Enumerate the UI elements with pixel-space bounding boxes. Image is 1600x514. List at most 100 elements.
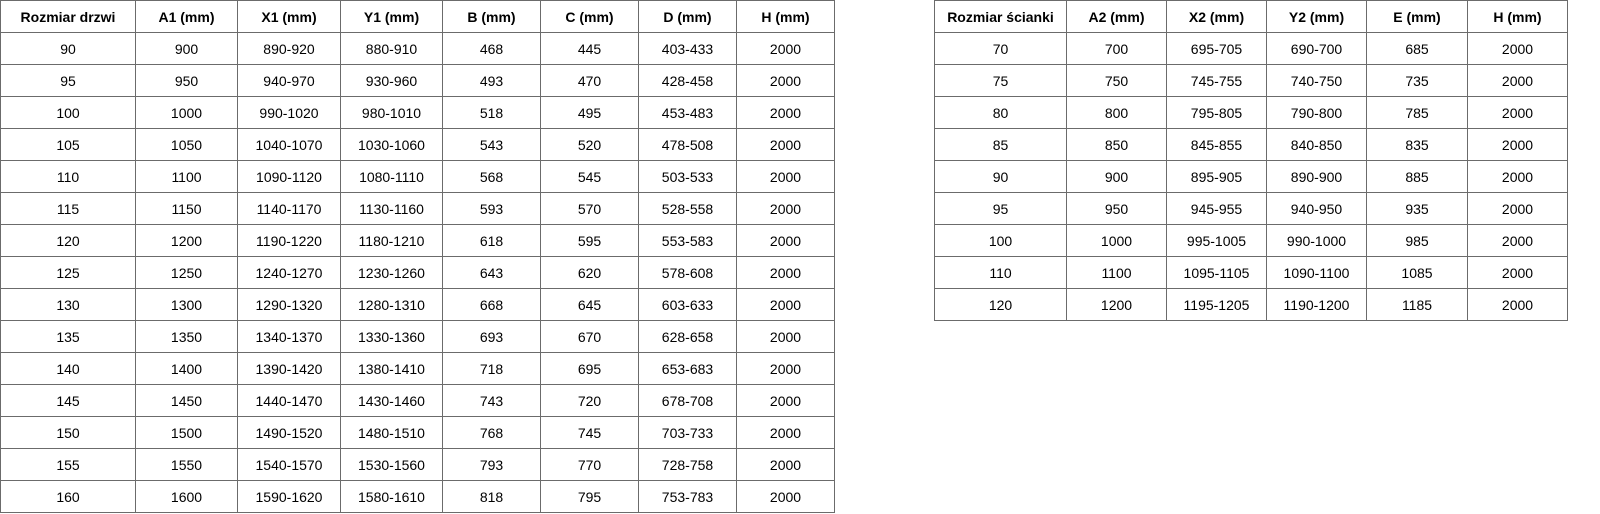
table-cell: 90 [0, 32, 136, 65]
table-cell: 643 [442, 256, 541, 289]
table-cell: 718 [442, 352, 541, 385]
table-row: 110 1100 1090-1120 1080-1110 568 545 503-533 20… [0, 160, 835, 193]
table-cell: 2000 [736, 320, 835, 353]
column-header: Y1 (mm) [340, 0, 443, 33]
table-cell: 445 [540, 32, 639, 65]
column-header: Y2 (mm) [1266, 0, 1367, 33]
table-cell: 720 [540, 384, 639, 417]
table-cell: 1130-1160 [340, 192, 443, 225]
table-cell: 845-855 [1166, 128, 1267, 161]
table-cell: 940-950 [1266, 192, 1367, 225]
table-cell: 493 [442, 64, 541, 97]
table-row: 140 1400 1390-1420 1380-1410 718 695 653-683 20… [0, 352, 835, 385]
table-cell: 695-705 [1166, 32, 1267, 65]
table-cell: 1090-1100 [1266, 256, 1367, 289]
table-cell: 1095-1105 [1166, 256, 1267, 289]
table-row: 105 1050 1040-1070 1030-1060 543 520 478-508 20… [0, 128, 835, 161]
table-cell: 1190-1220 [237, 224, 341, 257]
table-cell: 785 [1366, 96, 1468, 129]
column-header: D (mm) [638, 0, 737, 33]
table-cell: 1030-1060 [340, 128, 443, 161]
table-cell: 800 [1066, 96, 1167, 129]
table-cell: 1190-1200 [1266, 288, 1367, 321]
table-row: 95 950 940-970 930-960 493 470 428-458 2000 [0, 64, 835, 97]
table-cell: 120 [0, 224, 136, 257]
table-cell: 685 [1366, 32, 1468, 65]
table-cell: 518 [442, 96, 541, 129]
table-cell: 950 [1066, 192, 1167, 225]
table-cell: 693 [442, 320, 541, 353]
table-cell: 1195-1205 [1166, 288, 1267, 321]
table-cell: 980-1010 [340, 96, 443, 129]
table-cell: 985 [1366, 224, 1468, 257]
table-cell: 125 [0, 256, 136, 289]
table-cell: 1040-1070 [237, 128, 341, 161]
table-cell: 745 [540, 416, 639, 449]
table-cell: 503-533 [638, 160, 737, 193]
table-cell: 2000 [736, 160, 835, 193]
table-cell: 900 [135, 32, 238, 65]
table-header-row: Rozmiar ścianki A2 (mm) X2 (mm) Y2 (mm) E (m… [934, 0, 1568, 33]
table-cell: 695 [540, 352, 639, 385]
table-cell: 110 [0, 160, 136, 193]
table-cell: 570 [540, 192, 639, 225]
table-cell: 2000 [736, 256, 835, 289]
table-cell: 1080-1110 [340, 160, 443, 193]
table-cell: 1290-1320 [237, 288, 341, 321]
table-cell: 1330-1360 [340, 320, 443, 353]
table-cell: 520 [540, 128, 639, 161]
table-cell: 1100 [1066, 256, 1167, 289]
column-header: X1 (mm) [237, 0, 341, 33]
table-cell: 90 [934, 160, 1067, 193]
table-cell: 850 [1066, 128, 1167, 161]
table-cell: 728-758 [638, 448, 737, 481]
table-cell: 2000 [736, 192, 835, 225]
table-cell: 1580-1610 [340, 480, 443, 513]
table-row: 130 1300 1290-1320 1280-1310 668 645 603-633 20… [0, 288, 835, 321]
table-cell: 1440-1470 [237, 384, 341, 417]
wall-size-table: Rozmiar ścianki A2 (mm) X2 (mm) Y2 (mm) E (m… [934, 0, 1568, 321]
table-cell: 140 [0, 352, 136, 385]
table-cell: 428-458 [638, 64, 737, 97]
table-row: 90 900 895-905 890-900 885 2000 [934, 160, 1568, 193]
table-cell: 543 [442, 128, 541, 161]
table-cell: 818 [442, 480, 541, 513]
table-cell: 2000 [736, 224, 835, 257]
table-cell: 95 [0, 64, 136, 97]
table-cell: 1530-1560 [340, 448, 443, 481]
table-row: 160 1600 1590-1620 1580-1610 818 795 753-783 20… [0, 480, 835, 513]
table-row: 100 1000 990-1020 980-1010 518 495 453-483 2000 [0, 96, 835, 129]
table-cell: 700 [1066, 32, 1167, 65]
table-row: 155 1550 1540-1570 1530-1560 793 770 728-758 20… [0, 448, 835, 481]
table-row: 75 750 745-755 740-750 735 2000 [934, 64, 1568, 97]
table-cell: 1085 [1366, 256, 1468, 289]
table-row: 115 1150 1140-1170 1130-1160 593 570 528-558 20… [0, 192, 835, 225]
table-row: 95 950 945-955 940-950 935 2000 [934, 192, 1568, 225]
table-cell: 1300 [135, 288, 238, 321]
table-cell: 595 [540, 224, 639, 257]
table-cell: 840-850 [1266, 128, 1367, 161]
table-cell: 703-733 [638, 416, 737, 449]
table-cell: 653-683 [638, 352, 737, 385]
table-cell: 1180-1210 [340, 224, 443, 257]
table-cell: 2000 [736, 64, 835, 97]
table-row: 150 1500 1490-1520 1480-1510 768 745 703-733 20… [0, 416, 835, 449]
table-cell: 1090-1120 [237, 160, 341, 193]
table-cell: 793 [442, 448, 541, 481]
table-cell: 1500 [135, 416, 238, 449]
table-cell: 645 [540, 288, 639, 321]
table-cell: 2000 [1467, 256, 1568, 289]
table-cell: 795 [540, 480, 639, 513]
table-cell: 1550 [135, 448, 238, 481]
table-cell: 528-558 [638, 192, 737, 225]
table-header-row: Rozmiar drzwi A1 (mm) X1 (mm) Y1 (mm) B (mm)… [0, 0, 835, 33]
table-cell: 1000 [1066, 224, 1167, 257]
table-cell: 1430-1460 [340, 384, 443, 417]
table-cell: 2000 [1467, 32, 1568, 65]
table-cell: 880-910 [340, 32, 443, 65]
table-cell: 795-805 [1166, 96, 1267, 129]
table-row: 85 850 845-855 840-850 835 2000 [934, 128, 1568, 161]
table-cell: 890-920 [237, 32, 341, 65]
table-cell: 995-1005 [1166, 224, 1267, 257]
column-header: Rozmiar ścianki [934, 0, 1067, 33]
